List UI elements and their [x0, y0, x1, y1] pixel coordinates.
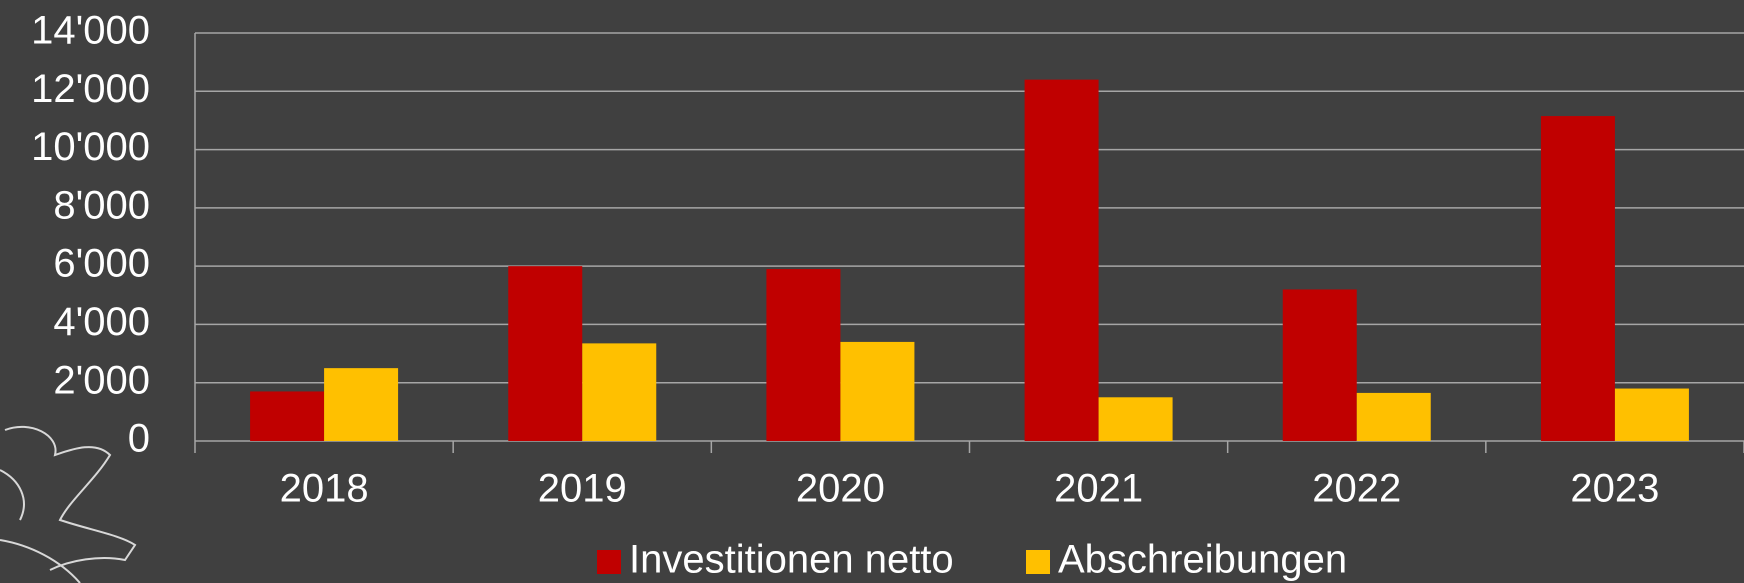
bar — [508, 266, 583, 441]
bar — [766, 269, 841, 441]
x-tick-label: 2022 — [1312, 467, 1401, 511]
bar — [250, 391, 325, 441]
bar — [1540, 116, 1615, 442]
x-tick-label: 2021 — [1054, 467, 1143, 511]
bar — [582, 343, 657, 441]
bar — [1098, 397, 1173, 441]
bar — [1282, 289, 1357, 441]
bar — [1614, 388, 1689, 441]
y-tick-label: 2'000 — [53, 358, 150, 402]
y-tick-label: 10'000 — [31, 125, 150, 169]
legend-label: Investitionen netto — [629, 538, 954, 582]
y-tick-label: 8'000 — [53, 183, 150, 227]
y-tick-label: 12'000 — [31, 67, 150, 111]
legend-swatch — [597, 550, 621, 574]
legend-label: Abschreibungen — [1058, 538, 1347, 582]
y-tick-label: 14'000 — [31, 9, 150, 53]
legend-swatch — [1026, 550, 1050, 574]
x-tick-label: 2020 — [796, 467, 885, 511]
bar — [1356, 392, 1431, 441]
x-tick-label: 2019 — [538, 467, 627, 511]
x-tick-label: 2023 — [1570, 467, 1659, 511]
y-tick-label: 4'000 — [53, 300, 150, 344]
logo — [0, 425, 137, 583]
bar — [324, 368, 399, 441]
bar — [840, 341, 915, 441]
x-tick-label: 2018 — [280, 467, 369, 511]
y-tick-label: 6'000 — [53, 242, 150, 286]
bar — [1024, 79, 1099, 441]
y-tick-label: 0 — [128, 417, 150, 461]
